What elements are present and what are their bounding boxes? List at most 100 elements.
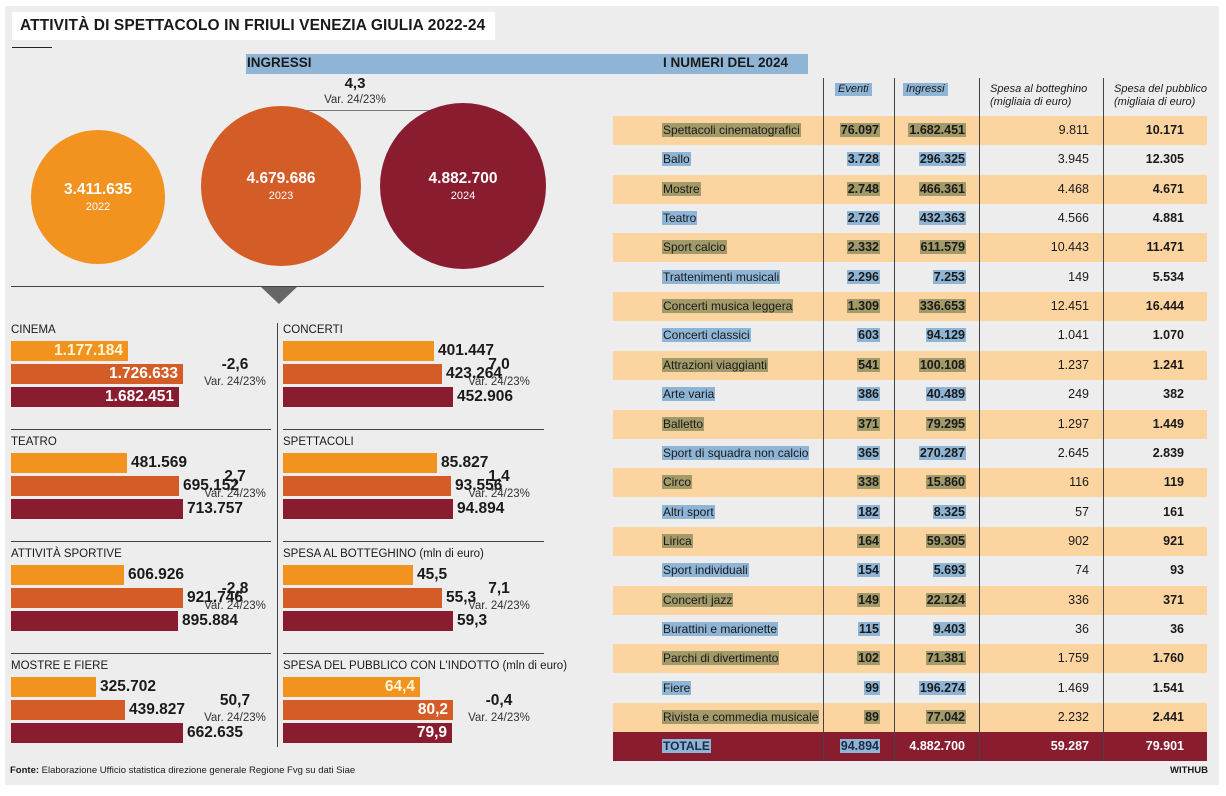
cell-spesa-botteghino: 36 [1075,622,1089,636]
cell-spesa-botteghino: 12.451 [1050,299,1089,313]
bar-spesa-al-botteghino-mln-di-euro-1 [283,588,442,608]
col-header-ingressi: Ingressi [903,83,948,96]
bar-spettacoli-1 [283,476,451,496]
cell-eventi: 182 [857,505,880,519]
cell-spesa-pubblico: 371 [1163,593,1184,607]
cell-eventi: 541 [857,358,880,372]
divider [11,286,544,287]
cell-spesa-botteghino: 249 [1068,387,1089,401]
cell-ingressi: 15.860 [925,475,966,489]
cell-spesa-botteghino: 10.443 [1050,240,1089,254]
ingressi-header: INGRESSI [247,55,312,70]
cell-eventi: 89 [864,710,880,724]
bar-teatro-2 [11,499,183,519]
table-row: Altri sport 182 8.325 57 161 [613,498,1207,527]
bar-concerti-2 [283,387,453,407]
category-title-spettacoli: SPETTACOLI [283,436,354,448]
bar-concerti-0 [283,341,434,361]
cell-spesa-pubblico: 79.901 [1145,739,1184,753]
bar-label: 94.894 [457,500,505,517]
table-row: Concerti classici 603 94.129 1.041 1.070 [613,321,1207,350]
var-value: -0,4 [485,692,513,709]
cell-eventi: 365 [857,446,880,460]
cell-spesa-botteghino: 2.232 [1057,710,1089,724]
bar-cinema-0 [11,341,128,361]
cell-spesa-pubblico: 119 [1163,475,1184,489]
bar-label: 695.152 [183,477,240,494]
bar-teatro-0 [11,453,127,473]
var-value: -2,6 [221,356,249,373]
footer-source-label: Fonte: [10,765,40,776]
bar-label: 79,9 [416,724,447,741]
cell-spesa-botteghino: 336 [1068,593,1089,607]
row-label: Parchi di divertimento [662,651,780,665]
row-label: Sport calcio [662,240,727,254]
bar-label: 606.926 [128,566,185,583]
cell-eventi: 386 [857,387,880,401]
var-label: Var. 24/23% [468,600,530,612]
bar-label: 452.906 [457,388,514,405]
divider [11,653,271,654]
ingressi-change-label: Var. 24/23% [324,94,386,106]
ingressi-circle-2022: 3.411.635 2022 [31,130,165,264]
var-value: 50,7 [219,692,251,709]
bar-spesa-al-botteghino-mln-di-euro-2 [283,611,453,631]
cell-spesa-botteghino: 1.237 [1057,358,1089,372]
bar-spesa-del-pubblico-con-l-indotto-mln-di-euro-2 [283,723,452,743]
row-label: Attrazioni viaggianti [662,358,769,372]
row-label: Balletto [662,417,705,431]
cell-spesa-pubblico: 1.241 [1152,358,1184,372]
bar-label: 481.569 [131,454,188,471]
row-label: Teatro [662,211,698,225]
table-row: Sport di squadra non calcio 365 270.287 2.6… [613,439,1207,468]
category-title-spesa-del-pubblico-con-l-indotto-mln-di-euro: SPESA DEL PUBBLICO CON L'INDOTTO (mln di… [283,660,568,672]
bar-cinema-1 [11,364,183,384]
table-header-bar [656,54,808,74]
row-label: Trattenimenti musicali [662,270,781,284]
table-col-line [1103,78,1104,761]
cell-ingressi: 1.682.451 [908,123,966,137]
row-label: Spettacoli cinematografici [662,123,801,137]
ingressi-circle-2023: 4.679.686 2023 [201,106,361,266]
col-header-spesa-botteghino: Spesa al botteghino (migliaia di euro) [990,83,1088,108]
table-row: Parchi di divertimento 102 71.381 1.759 1.76… [613,644,1207,673]
cell-eventi: 76.097 [839,123,880,137]
cell-eventi: 115 [857,622,880,636]
table-row: Rivista e commedia musicale 89 77.042 2.232… [613,703,1207,732]
table-row: Balletto 371 79.295 1.297 1.449 [613,410,1207,439]
bar-label: 1.726.633 [109,365,178,382]
circle-value: 4.882.700 [428,170,498,187]
bar-label: 895.884 [182,612,239,629]
cell-ingressi: 611.579 [919,240,966,254]
cell-spesa-botteghino: 3.945 [1057,152,1089,166]
cell-spesa-pubblico: 382 [1163,387,1184,401]
ingressi-circle-2024: 4.882.700 2024 [380,103,546,269]
bar-label: 401.447 [438,342,495,359]
bar-label: 325.702 [100,678,157,695]
cell-ingressi: 40.489 [925,387,966,401]
page-title: ATTIVITÀ DI SPETTACOLO IN FRIULI VENEZIA… [12,12,496,40]
circle-year: 2023 [268,190,294,202]
cell-eventi: 2.332 [846,240,880,254]
bar-label: 439.827 [129,701,186,718]
cell-spesa-pubblico: 1.449 [1152,417,1184,431]
bar-cinema-2 [11,387,179,407]
table-row: Mostre 2.748 466.361 4.468 4.671 [613,175,1207,204]
col-header-spesa-pubblico: Spesa del pubblico (migliaia di euro) [1114,83,1207,108]
var-value: 2,7 [224,468,246,485]
row-label: Concerti musica leggera [662,299,794,313]
cell-eventi: 149 [857,593,880,607]
bar-label: 662.635 [187,724,244,741]
ingressi-change-value: 4,3 [344,75,366,92]
var-label: Var. 24/23% [204,376,266,388]
table-row: Concerti jazz 149 22.124 336 371 [613,586,1207,615]
row-label: Concerti classici [662,328,751,342]
bar-label: 80,2 [417,701,448,718]
cell-spesa-botteghino: 116 [1069,475,1089,489]
cell-spesa-pubblico: 1.070 [1152,328,1184,342]
cell-eventi: 1.309 [846,299,880,313]
row-label: Burattini e marionette [662,622,779,636]
table-title: I NUMERI DEL 2024 [663,55,789,70]
cell-spesa-botteghino: 1.041 [1057,328,1089,342]
cell-ingressi: 5.693 [932,563,966,577]
